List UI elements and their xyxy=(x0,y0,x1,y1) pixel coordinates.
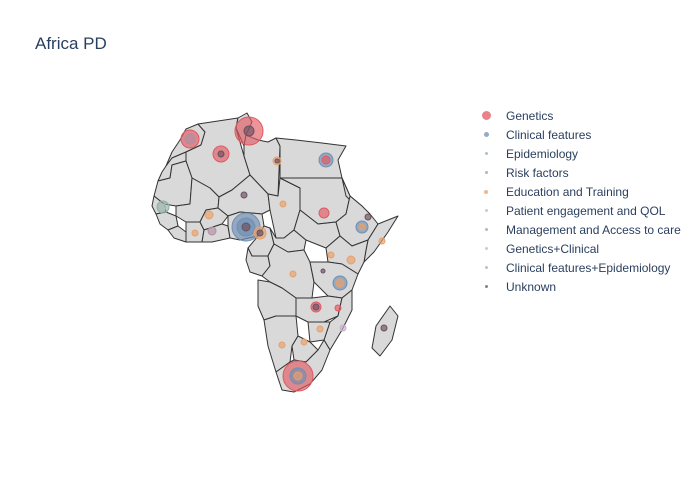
study-bubble[interactable] xyxy=(207,226,217,236)
legend-label: Patient engagement and QOL xyxy=(506,203,666,218)
circle-marker-icon xyxy=(478,285,494,288)
study-bubble[interactable] xyxy=(241,222,251,232)
study-bubble[interactable] xyxy=(339,324,347,332)
study-bubbles[interactable] xyxy=(156,116,388,392)
legend-item[interactable]: Management and Access to care xyxy=(478,220,681,239)
study-bubble[interactable] xyxy=(316,325,324,333)
legend-item[interactable]: Clinical features xyxy=(478,125,681,144)
study-bubble[interactable] xyxy=(289,270,297,278)
legend-label: Clinical features+Epidemiology xyxy=(506,260,671,275)
circle-marker-icon xyxy=(478,189,494,194)
legend-item[interactable]: Genetics xyxy=(478,106,681,125)
study-bubble[interactable] xyxy=(358,223,366,231)
study-bubble[interactable] xyxy=(378,237,386,245)
legend-label: Risk factors xyxy=(506,165,569,180)
study-bubble[interactable] xyxy=(300,338,308,346)
circle-marker-icon xyxy=(478,132,494,137)
study-bubble[interactable] xyxy=(312,303,320,311)
study-bubble[interactable] xyxy=(346,255,356,265)
circle-marker-icon xyxy=(478,228,494,231)
country-sierra-leone-liberia xyxy=(167,225,187,243)
study-bubble[interactable] xyxy=(243,125,255,137)
legend-label: Genetics+Clinical xyxy=(506,241,600,256)
circle-marker-icon xyxy=(478,171,494,174)
study-bubble[interactable] xyxy=(191,229,199,237)
legend-label: Clinical features xyxy=(506,127,592,142)
circle-marker-icon xyxy=(478,209,494,212)
country-mauritania xyxy=(153,160,193,207)
study-bubble[interactable] xyxy=(217,150,225,158)
country-shapes xyxy=(151,112,399,393)
legend: Genetics Clinical features Epidemiology Ris… xyxy=(478,106,681,296)
page-title: Africa PD xyxy=(35,34,107,53)
legend-item[interactable]: Clinical features+Epidemiology xyxy=(478,258,681,277)
study-bubble[interactable] xyxy=(256,229,264,237)
study-bubble[interactable] xyxy=(279,200,287,208)
study-bubble[interactable] xyxy=(184,133,196,145)
legend-label: Management and Access to care xyxy=(506,222,681,237)
circle-marker-icon xyxy=(478,152,494,155)
legend-item[interactable]: Genetics+Clinical xyxy=(478,239,681,258)
legend-label: Education and Training xyxy=(506,184,629,199)
study-bubble[interactable] xyxy=(274,158,280,164)
study-bubble[interactable] xyxy=(380,324,388,332)
study-bubble[interactable] xyxy=(334,304,342,312)
study-bubble[interactable] xyxy=(364,213,372,221)
circle-marker-icon xyxy=(478,266,494,269)
study-bubble[interactable] xyxy=(293,371,303,381)
circle-marker-icon xyxy=(478,247,494,250)
legend-item[interactable]: Risk factors xyxy=(478,163,681,182)
legend-item[interactable]: Patient engagement and QOL xyxy=(478,201,681,220)
study-bubble[interactable] xyxy=(278,341,286,349)
legend-item[interactable]: Unknown xyxy=(478,277,681,296)
country-egypt xyxy=(275,137,347,179)
legend-label: Unknown xyxy=(506,279,557,294)
legend-label: Epidemiology xyxy=(506,146,579,161)
legend-label: Genetics xyxy=(506,108,554,123)
circle-marker-icon xyxy=(478,111,494,120)
study-bubble[interactable] xyxy=(204,210,214,220)
study-bubble[interactable] xyxy=(321,155,331,165)
study-bubble[interactable] xyxy=(159,203,167,211)
study-bubble[interactable] xyxy=(335,278,345,288)
study-bubble[interactable] xyxy=(318,207,330,219)
study-bubble[interactable] xyxy=(240,191,248,199)
study-bubble[interactable] xyxy=(327,251,335,259)
study-bubble[interactable] xyxy=(320,268,326,274)
legend-item[interactable]: Education and Training xyxy=(478,182,681,201)
legend-item[interactable]: Epidemiology xyxy=(478,144,681,163)
